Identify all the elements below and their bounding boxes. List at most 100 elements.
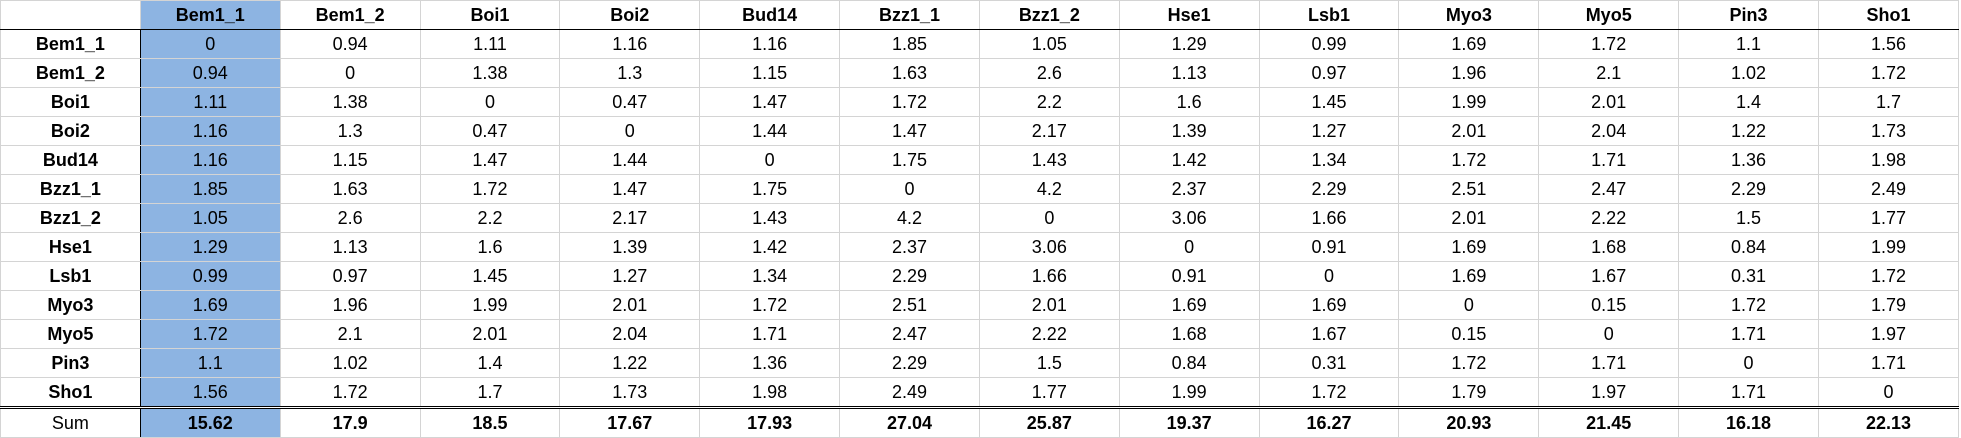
matrix-cell[interactable]: 4.2 bbox=[839, 203, 980, 233]
sum-cell[interactable]: 17.9 bbox=[279, 406, 421, 438]
matrix-cell[interactable]: 1.72 bbox=[1817, 261, 1960, 291]
matrix-cell[interactable]: 1.1 bbox=[139, 348, 281, 378]
matrix-cell[interactable]: 1.79 bbox=[1817, 290, 1960, 320]
matrix-cell[interactable]: 0.84 bbox=[1678, 232, 1819, 262]
row-label-cell[interactable]: Bzz1_2 bbox=[0, 203, 141, 233]
matrix-cell[interactable]: 1.38 bbox=[419, 58, 561, 88]
matrix-cell[interactable]: 0 bbox=[1678, 348, 1819, 378]
matrix-cell[interactable]: 2.01 bbox=[1538, 87, 1680, 117]
matrix-cell[interactable]: 1.3 bbox=[559, 58, 701, 88]
sum-cell[interactable]: 18.5 bbox=[419, 406, 561, 438]
row-label-cell[interactable]: Myo3 bbox=[0, 290, 141, 320]
matrix-cell[interactable]: 1.63 bbox=[279, 174, 421, 204]
matrix-cell[interactable]: 0 bbox=[1118, 232, 1260, 262]
matrix-cell[interactable]: 0 bbox=[839, 174, 980, 204]
matrix-cell[interactable]: 0 bbox=[1817, 377, 1960, 408]
matrix-cell[interactable]: 2.22 bbox=[978, 319, 1120, 349]
matrix-cell[interactable]: 0 bbox=[1258, 261, 1400, 291]
matrix-cell[interactable]: 1.27 bbox=[1258, 116, 1400, 146]
matrix-cell[interactable]: 1.71 bbox=[1538, 145, 1680, 175]
matrix-cell[interactable]: 1.16 bbox=[559, 29, 701, 59]
matrix-cell[interactable]: 1.47 bbox=[699, 87, 841, 117]
matrix-cell[interactable]: 1.44 bbox=[559, 145, 701, 175]
matrix-cell[interactable]: 2.29 bbox=[1258, 174, 1400, 204]
matrix-cell[interactable]: 2.22 bbox=[1538, 203, 1680, 233]
column-header-cell[interactable]: Bzz1_2 bbox=[978, 0, 1120, 30]
matrix-cell[interactable]: 1.47 bbox=[839, 116, 980, 146]
sum-cell[interactable]: 27.04 bbox=[839, 406, 980, 438]
row-label-cell[interactable]: Bem1_2 bbox=[0, 58, 141, 88]
matrix-cell[interactable]: 2.17 bbox=[559, 203, 701, 233]
matrix-cell[interactable]: 0.31 bbox=[1258, 348, 1400, 378]
matrix-cell[interactable]: 0 bbox=[978, 203, 1120, 233]
matrix-cell[interactable]: 1.72 bbox=[1538, 29, 1680, 59]
matrix-cell[interactable]: 1.39 bbox=[559, 232, 701, 262]
matrix-cell[interactable]: 0 bbox=[279, 58, 421, 88]
matrix-cell[interactable]: 1.72 bbox=[699, 290, 841, 320]
matrix-cell[interactable]: 1.45 bbox=[1258, 87, 1400, 117]
matrix-cell[interactable]: 0.94 bbox=[279, 29, 421, 59]
matrix-cell[interactable]: 1.67 bbox=[1538, 261, 1680, 291]
matrix-cell[interactable]: 0 bbox=[419, 87, 561, 117]
matrix-cell[interactable]: 1.29 bbox=[139, 232, 281, 262]
matrix-cell[interactable]: 1.75 bbox=[699, 174, 841, 204]
sum-cell[interactable]: 16.18 bbox=[1678, 406, 1819, 438]
matrix-cell[interactable]: 1.3 bbox=[279, 116, 421, 146]
sum-cell[interactable]: 15.62 bbox=[139, 406, 281, 438]
matrix-cell[interactable]: 1.72 bbox=[419, 174, 561, 204]
sum-label-cell[interactable]: Sum bbox=[0, 406, 141, 438]
matrix-cell[interactable]: 1.43 bbox=[978, 145, 1120, 175]
matrix-cell[interactable]: 1.6 bbox=[419, 232, 561, 262]
matrix-cell[interactable]: 0.94 bbox=[139, 58, 281, 88]
matrix-cell[interactable]: 1.11 bbox=[139, 87, 281, 117]
matrix-cell[interactable]: 1.69 bbox=[1398, 29, 1540, 59]
matrix-cell[interactable]: 0 bbox=[1398, 290, 1540, 320]
matrix-cell[interactable]: 1.5 bbox=[1678, 203, 1819, 233]
matrix-cell[interactable]: 3.06 bbox=[1118, 203, 1260, 233]
column-header-cell[interactable]: Myo5 bbox=[1538, 0, 1680, 30]
row-label-cell[interactable]: Myo5 bbox=[0, 319, 141, 349]
matrix-cell[interactable]: 1.56 bbox=[139, 377, 281, 408]
matrix-cell[interactable]: 1.69 bbox=[139, 290, 281, 320]
matrix-cell[interactable]: 1.4 bbox=[1678, 87, 1819, 117]
matrix-cell[interactable]: 2.1 bbox=[279, 319, 421, 349]
matrix-cell[interactable]: 1.7 bbox=[419, 377, 561, 408]
matrix-cell[interactable]: 0.99 bbox=[139, 261, 281, 291]
matrix-cell[interactable]: 1.7 bbox=[1817, 87, 1960, 117]
matrix-cell[interactable]: 2.47 bbox=[839, 319, 980, 349]
matrix-cell[interactable]: 1.72 bbox=[1258, 377, 1400, 408]
matrix-cell[interactable]: 1.27 bbox=[559, 261, 701, 291]
matrix-cell[interactable]: 1.72 bbox=[1398, 348, 1540, 378]
matrix-cell[interactable]: 3.06 bbox=[978, 232, 1120, 262]
matrix-cell[interactable]: 0 bbox=[699, 145, 841, 175]
matrix-cell[interactable]: 1.5 bbox=[978, 348, 1120, 378]
matrix-cell[interactable]: 1.1 bbox=[1678, 29, 1819, 59]
matrix-cell[interactable]: 2.51 bbox=[839, 290, 980, 320]
matrix-cell[interactable]: 1.69 bbox=[1118, 290, 1260, 320]
matrix-cell[interactable]: 2.04 bbox=[559, 319, 701, 349]
matrix-cell[interactable]: 0 bbox=[1538, 319, 1680, 349]
matrix-cell[interactable]: 1.42 bbox=[699, 232, 841, 262]
corner-cell[interactable] bbox=[0, 0, 141, 30]
matrix-cell[interactable]: 1.44 bbox=[699, 116, 841, 146]
matrix-cell[interactable]: 1.42 bbox=[1118, 145, 1260, 175]
matrix-cell[interactable]: 2.1 bbox=[1538, 58, 1680, 88]
matrix-cell[interactable]: 1.73 bbox=[559, 377, 701, 408]
sum-cell[interactable]: 21.45 bbox=[1538, 406, 1680, 438]
matrix-cell[interactable]: 2.49 bbox=[839, 377, 980, 408]
column-header-cell[interactable]: Bem1_1 bbox=[139, 0, 281, 30]
matrix-cell[interactable]: 1.13 bbox=[1118, 58, 1260, 88]
matrix-cell[interactable]: 2.01 bbox=[559, 290, 701, 320]
matrix-cell[interactable]: 1.29 bbox=[1118, 29, 1260, 59]
matrix-cell[interactable]: 2.37 bbox=[839, 232, 980, 262]
matrix-cell[interactable]: 1.72 bbox=[139, 319, 281, 349]
matrix-cell[interactable]: 1.05 bbox=[978, 29, 1120, 59]
row-label-cell[interactable]: Bzz1_1 bbox=[0, 174, 141, 204]
matrix-cell[interactable]: 0.47 bbox=[419, 116, 561, 146]
matrix-cell[interactable]: 1.72 bbox=[839, 87, 980, 117]
column-header-cell[interactable]: Hse1 bbox=[1118, 0, 1260, 30]
matrix-cell[interactable]: 1.4 bbox=[419, 348, 561, 378]
matrix-cell[interactable]: 1.85 bbox=[139, 174, 281, 204]
matrix-cell[interactable]: 1.98 bbox=[699, 377, 841, 408]
matrix-cell[interactable]: 2.04 bbox=[1538, 116, 1680, 146]
